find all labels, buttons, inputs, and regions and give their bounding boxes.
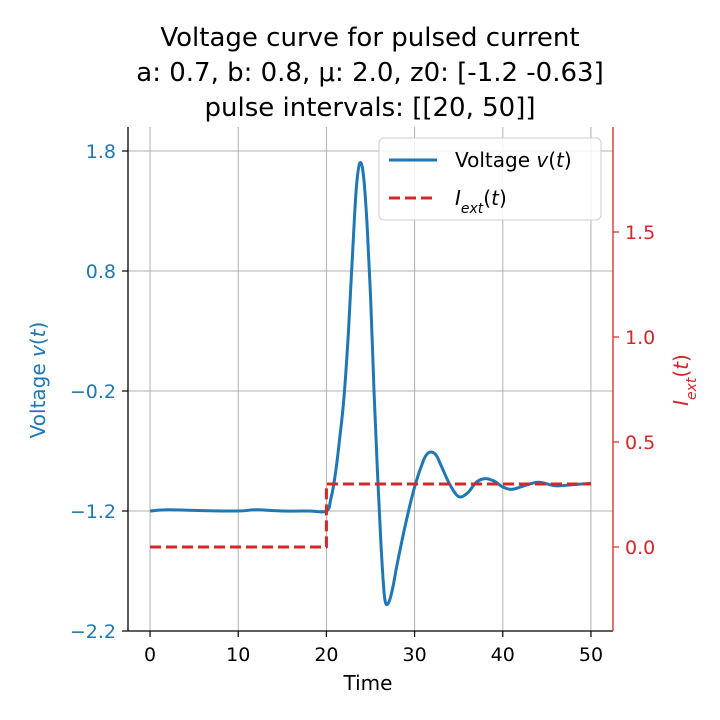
legend-label-1: Iext(t): [455, 186, 507, 217]
chart-title: Voltage curve for pulsed current a: 0.7,…: [136, 23, 603, 123]
y-right-tick-label-0: 0.0: [625, 537, 655, 559]
y-left-tick-label-3: −1.2: [70, 501, 116, 523]
y-left-tick-label-4: −2.2: [70, 621, 116, 643]
x-tick-label-3: 30: [402, 644, 426, 666]
x-tick-label-4: 40: [491, 644, 515, 666]
axes: [122, 127, 619, 637]
y-left-tick-label-0: 1.8: [86, 141, 116, 163]
title-line-3: pulse intervals: [[20, 50]]: [205, 93, 536, 123]
y-left-tick-label-1: 0.8: [86, 261, 116, 283]
x-axis-label: Time: [343, 671, 393, 695]
x-tick-label-2: 20: [314, 644, 338, 666]
x-tick-label-0: 0: [144, 644, 156, 666]
legend: Voltage v(t) Iext(t): [378, 137, 602, 221]
current-series-line: [150, 482, 591, 549]
voltage-series-line: [149, 161, 592, 607]
series-layer: [149, 161, 592, 607]
y-right-tick-label-3: 1.5: [625, 222, 655, 244]
y-right-tick-label-2: 1.0: [625, 327, 655, 349]
y-left-tick-label-2: −0.2: [70, 381, 116, 403]
y-right-tick-label-1: 0.5: [625, 432, 655, 454]
legend-label-0: Voltage v(t): [455, 148, 572, 172]
tick-labels: 0 10 20 30 40 50 1.8 0.8 −0.2 −1.2 −2.2 0.0 0.5 1.0 1.…: [70, 141, 655, 666]
y-axis-label-left: Voltage v(t): [26, 322, 50, 439]
x-tick-label-1: 10: [226, 644, 250, 666]
title-line-1: Voltage curve for pulsed current: [160, 23, 579, 53]
title-line-2: a: 0.7, b: 0.8, μ: 2.0, z0: [-1.2 -0.63]: [136, 58, 603, 88]
x-tick-label-5: 50: [579, 644, 603, 666]
y-axis-label-right: Iext(t): [669, 354, 700, 406]
